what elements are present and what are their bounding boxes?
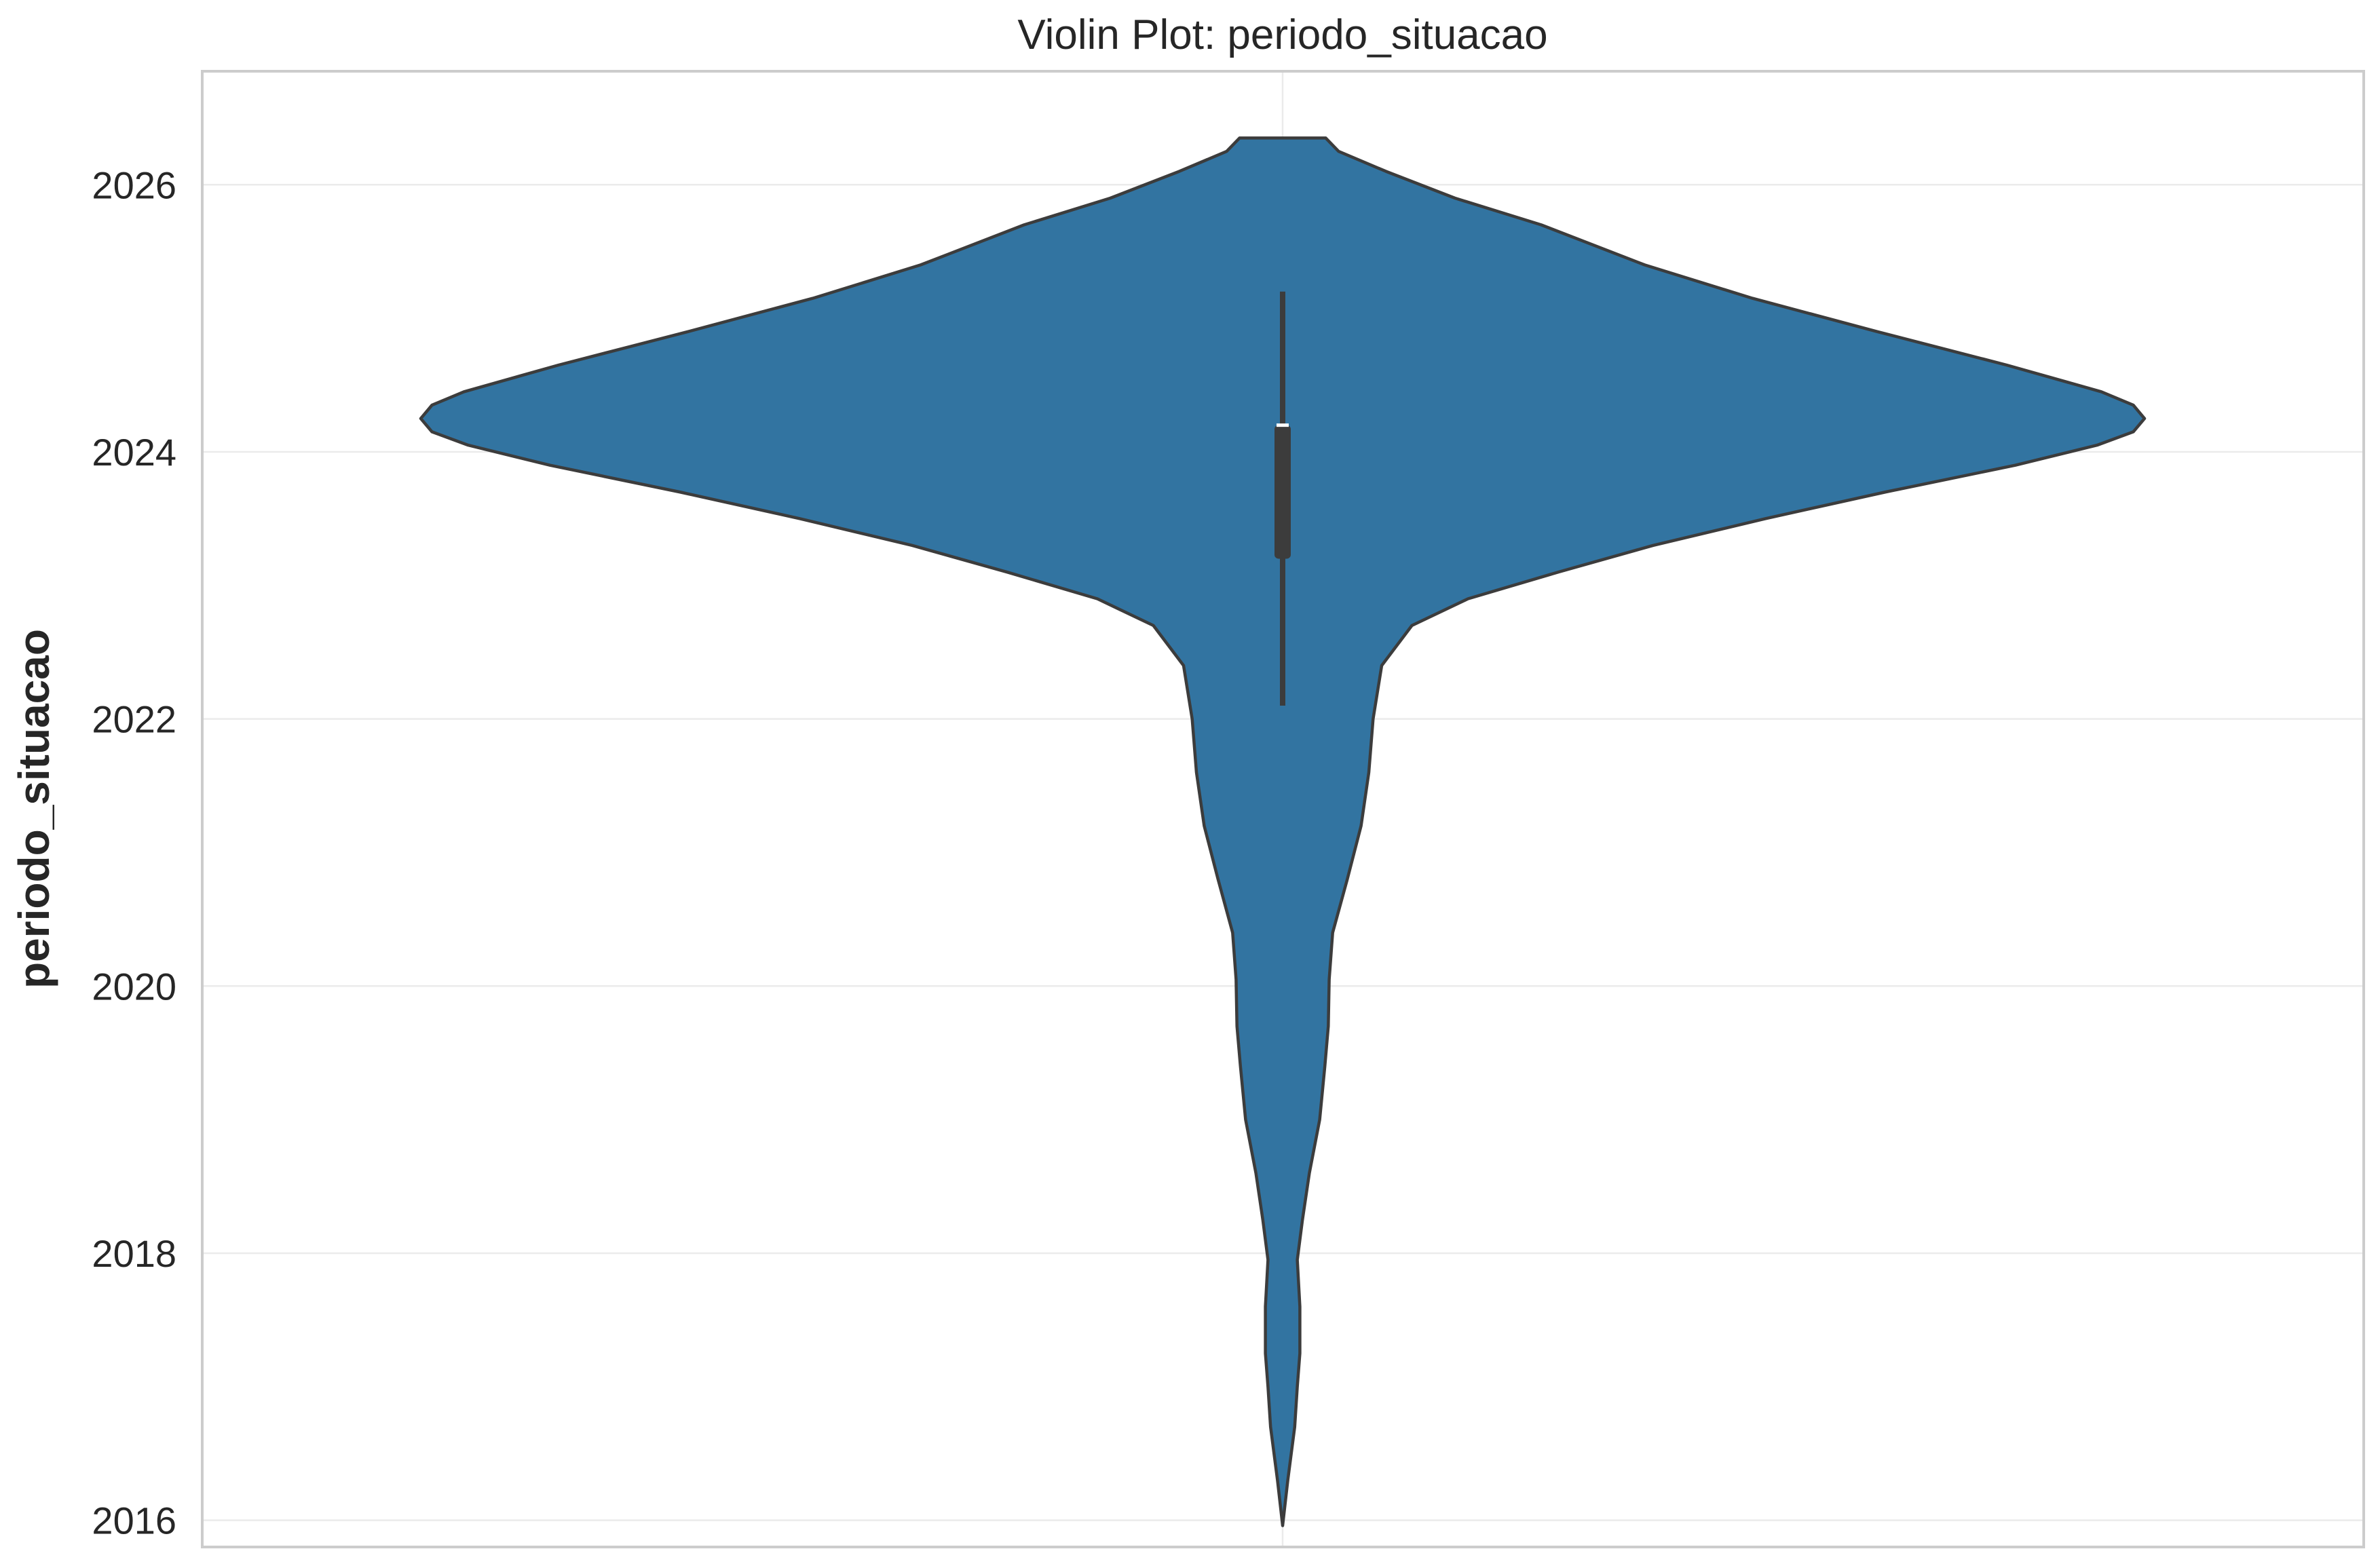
y-tick-label: 2026 [92,164,176,206]
y-tick-label: 2020 [92,965,176,1008]
y-axis-label: periodo_situacao [10,629,58,989]
chart-title: Violin Plot: periodo_situacao [1017,12,1547,58]
violin-layer [419,136,2147,1527]
y-tick-labels: 2016 2018 2020 2022 2024 2026 [92,164,176,1542]
y-tick-label: 2022 [92,698,176,741]
y-tick-label: 2018 [92,1232,176,1275]
violin-body [419,136,2147,1527]
plot-frame [201,70,2365,1548]
y-tick-label: 2016 [92,1500,176,1542]
y-tick-label: 2024 [92,431,176,474]
inner-boxplot [1274,291,1291,706]
iqr-box [1274,425,1291,559]
